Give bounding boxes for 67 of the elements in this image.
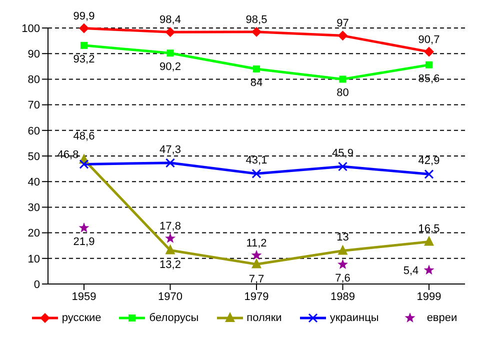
point xyxy=(338,259,348,269)
data-label: 7,7 xyxy=(248,273,264,286)
point xyxy=(338,244,348,255)
point xyxy=(339,76,346,83)
legend-label: евреи xyxy=(426,312,458,324)
data-label: 93,2 xyxy=(73,53,95,66)
point xyxy=(338,30,348,41)
point xyxy=(165,27,176,38)
x-tick-label: 1970 xyxy=(158,290,182,303)
legend-label: русские xyxy=(62,312,102,324)
point xyxy=(424,236,434,246)
legend-label: украинцы xyxy=(330,312,379,324)
data-label: 47,3 xyxy=(160,144,181,156)
x-tick-label: 1989 xyxy=(330,290,355,303)
data-label: 13,2 xyxy=(160,259,181,272)
data-label: 16,5 xyxy=(418,222,440,235)
x-tick-label: 1959 xyxy=(72,290,96,303)
point xyxy=(252,258,262,268)
point xyxy=(79,23,89,34)
y-tick-label: 90 xyxy=(28,48,40,61)
legend-label: поляки xyxy=(246,312,282,324)
point xyxy=(251,250,262,260)
point xyxy=(165,232,176,243)
y-tick-label: 10 xyxy=(28,253,40,266)
y-tick-label: 60 xyxy=(28,125,40,138)
y-tick-label: 20 xyxy=(28,228,40,240)
data-label: 7,6 xyxy=(335,272,350,285)
y-tick-label: 100 xyxy=(22,22,40,35)
point xyxy=(252,26,262,37)
point xyxy=(424,264,434,275)
y-tick-label: 50 xyxy=(28,150,40,163)
y-tick-label: 40 xyxy=(28,176,40,189)
point xyxy=(252,168,262,178)
data-label: 11,2 xyxy=(246,237,267,250)
point xyxy=(78,222,90,232)
point xyxy=(253,65,260,72)
point xyxy=(166,50,174,57)
data-label: 42,9 xyxy=(418,155,440,168)
data-label: 98,4 xyxy=(160,14,181,26)
data-label: 90,2 xyxy=(160,61,181,74)
y-tick-label: 0 xyxy=(34,278,40,291)
data-label: 99,9 xyxy=(73,10,95,22)
legend-label: белорусы xyxy=(149,312,199,324)
point xyxy=(80,42,88,49)
point xyxy=(79,159,89,169)
y-tick-label: 70 xyxy=(28,100,40,112)
data-label: 80 xyxy=(336,87,349,100)
point xyxy=(424,169,434,179)
data-label: 21,9 xyxy=(73,236,95,248)
data-label: 5,4 xyxy=(403,265,419,278)
point xyxy=(166,158,175,168)
x-tick-label: 1999 xyxy=(416,290,442,303)
y-tick-label: 80 xyxy=(28,74,40,86)
point xyxy=(426,61,432,68)
data-label: 48,6 xyxy=(73,130,95,143)
point xyxy=(424,46,434,57)
data-label: 13 xyxy=(336,232,349,244)
data-label: 97 xyxy=(336,18,349,30)
x-tick-label: 1979 xyxy=(244,290,269,303)
point xyxy=(338,162,348,172)
point xyxy=(165,244,176,254)
data-label: 85,6 xyxy=(418,72,440,85)
data-label: 43,1 xyxy=(246,154,268,167)
y-tick-label: 30 xyxy=(28,202,40,214)
data-label: 98,5 xyxy=(246,14,268,26)
data-label: 17,8 xyxy=(160,220,181,232)
data-label: 90,7 xyxy=(418,34,440,46)
